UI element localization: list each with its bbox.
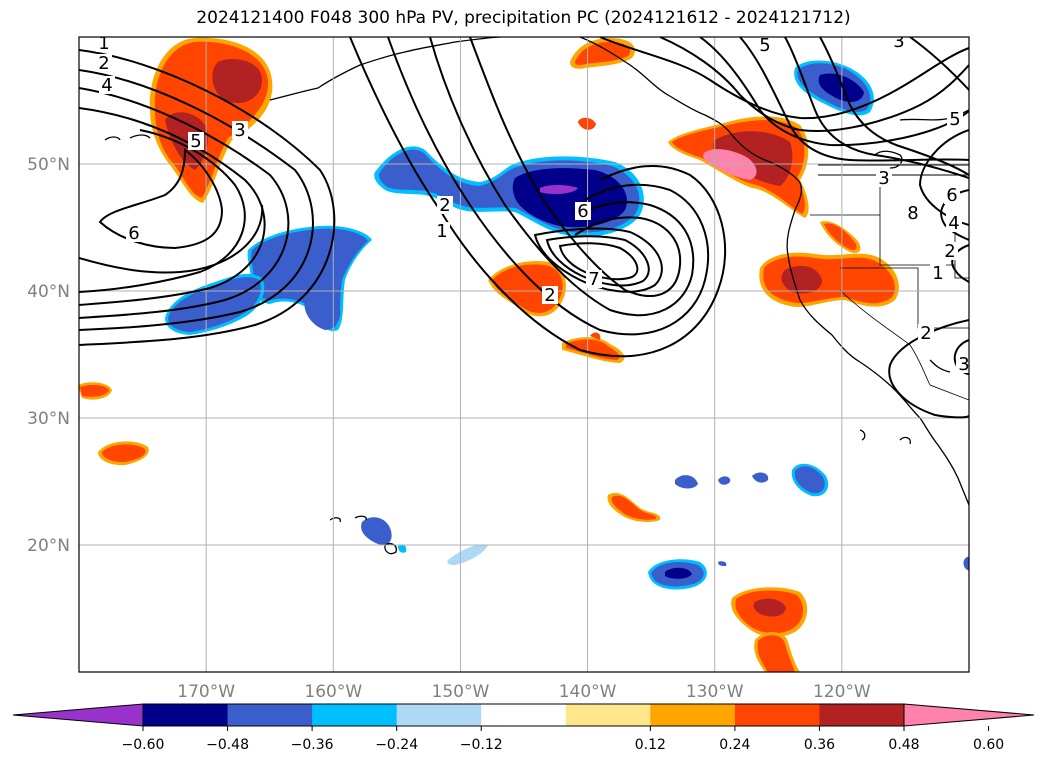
contour-label: 2 (920, 323, 931, 344)
contour-label: 8 (907, 203, 918, 224)
lon-label: 130°W (686, 682, 744, 702)
contour-label-bg (96, 37, 112, 52)
colorbar-segment (481, 704, 567, 726)
contour-label-bg (905, 204, 921, 222)
lat-label: 40°N (27, 282, 70, 302)
map-frame (78, 36, 970, 673)
colorbar-extend-max (903, 703, 1035, 727)
contour-label-bg (942, 242, 958, 260)
contour-label-bg (542, 286, 558, 304)
contour-label-bg (891, 37, 907, 50)
contour-label: 5 (759, 35, 770, 56)
latitude-labels: 50°N 40°N 30°N 20°N (27, 155, 70, 556)
contour-label-bg (930, 264, 946, 282)
colorbar-segment (819, 704, 905, 726)
lon-label: 150°W (432, 682, 490, 702)
contour-label: 2 (544, 285, 555, 306)
contour-label: 4 (948, 213, 959, 234)
contour-label-bg (99, 76, 115, 94)
contour-label: 7 (588, 269, 599, 290)
contour-label-bg (947, 110, 963, 128)
colorbar-tick-label: 0.36 (804, 737, 835, 753)
contour-label-bg (96, 54, 112, 72)
lat-lon-grid (79, 37, 969, 672)
lat-label: 30°N (27, 409, 70, 429)
colorbar-extend-min (12, 703, 144, 727)
lat-label: 20°N (27, 536, 70, 556)
contour-label: 5 (190, 131, 201, 152)
colorbar-tick-label: 0.24 (719, 737, 750, 753)
colorbar-segment (143, 704, 229, 726)
contour-label-bg (232, 121, 248, 139)
contour-label: 1 (98, 33, 109, 54)
contour-label: 1 (932, 263, 943, 284)
colorbar-tick-label: −0.60 (122, 737, 165, 753)
lon-label: 160°W (304, 682, 362, 702)
contour-label-bg (944, 186, 960, 204)
map-title: 2024121400 F048 300 hPa PV, precipitatio… (196, 8, 851, 28)
contour-label: 4 (101, 75, 112, 96)
colorbar-outline (142, 703, 905, 727)
contour-label: 6 (946, 185, 957, 206)
contour-label: 5 (949, 109, 960, 130)
contour-label: 2 (944, 241, 955, 262)
colorbar-segment (650, 704, 736, 726)
contour-label-bg (946, 214, 962, 232)
coastlines (104, 37, 969, 555)
contour-label: 6 (577, 201, 588, 222)
pv-contours (79, 37, 969, 419)
contour-label: 6 (128, 223, 139, 244)
colorbar-segment (312, 704, 398, 726)
colorbar-tick-label: 0.12 (635, 737, 666, 753)
contour-label-bg (126, 224, 142, 242)
contour-label-bg (437, 196, 453, 214)
contour-label: 3 (878, 168, 889, 189)
lon-label: 120°W (813, 682, 871, 702)
colorbar-segment (565, 704, 651, 726)
contour-label-bg (188, 132, 204, 150)
colorbar-tick-label: 0.60 (973, 737, 1004, 753)
contour-label: 3 (234, 120, 245, 141)
contour-label-bg (757, 37, 773, 54)
colorbar (12, 703, 1035, 727)
longitude-labels: 170°W 160°W 150°W 140°W 130°W 120°W (177, 682, 871, 702)
colorbar-tick-label: −0.24 (375, 737, 418, 753)
contour-label-bg (586, 270, 602, 288)
contour-label-bg (918, 324, 934, 342)
colorbar-tick-label: 0.48 (888, 737, 919, 753)
contour-label-bg (876, 169, 892, 187)
lon-label: 170°W (177, 682, 235, 702)
colorbar-tick-label: −0.12 (460, 737, 503, 753)
lat-label: 50°N (27, 155, 70, 175)
colorbar-tick-label: −0.36 (291, 737, 334, 753)
contour-label-bg (956, 355, 969, 373)
contour-label: 1 (436, 221, 447, 242)
contour-label: 2 (98, 53, 109, 74)
colorbar-segment (396, 704, 482, 726)
precip-negative (165, 60, 969, 590)
colorbar-segment (227, 704, 313, 726)
contour-label: 3 (893, 31, 904, 52)
lon-label: 140°W (559, 682, 617, 702)
contour-label-bg (575, 202, 591, 220)
contour-label-bg (434, 222, 450, 240)
colorbar-segment (734, 704, 820, 726)
contour-label: 2 (439, 195, 450, 216)
colorbar-tick-label: −0.48 (206, 737, 249, 753)
colorbar-ticks: −0.60 −0.48 −0.36 −0.24 −0.12 0.12 0.24 0.36 0.4… (122, 726, 1004, 753)
contour-label: 3 (958, 354, 969, 375)
